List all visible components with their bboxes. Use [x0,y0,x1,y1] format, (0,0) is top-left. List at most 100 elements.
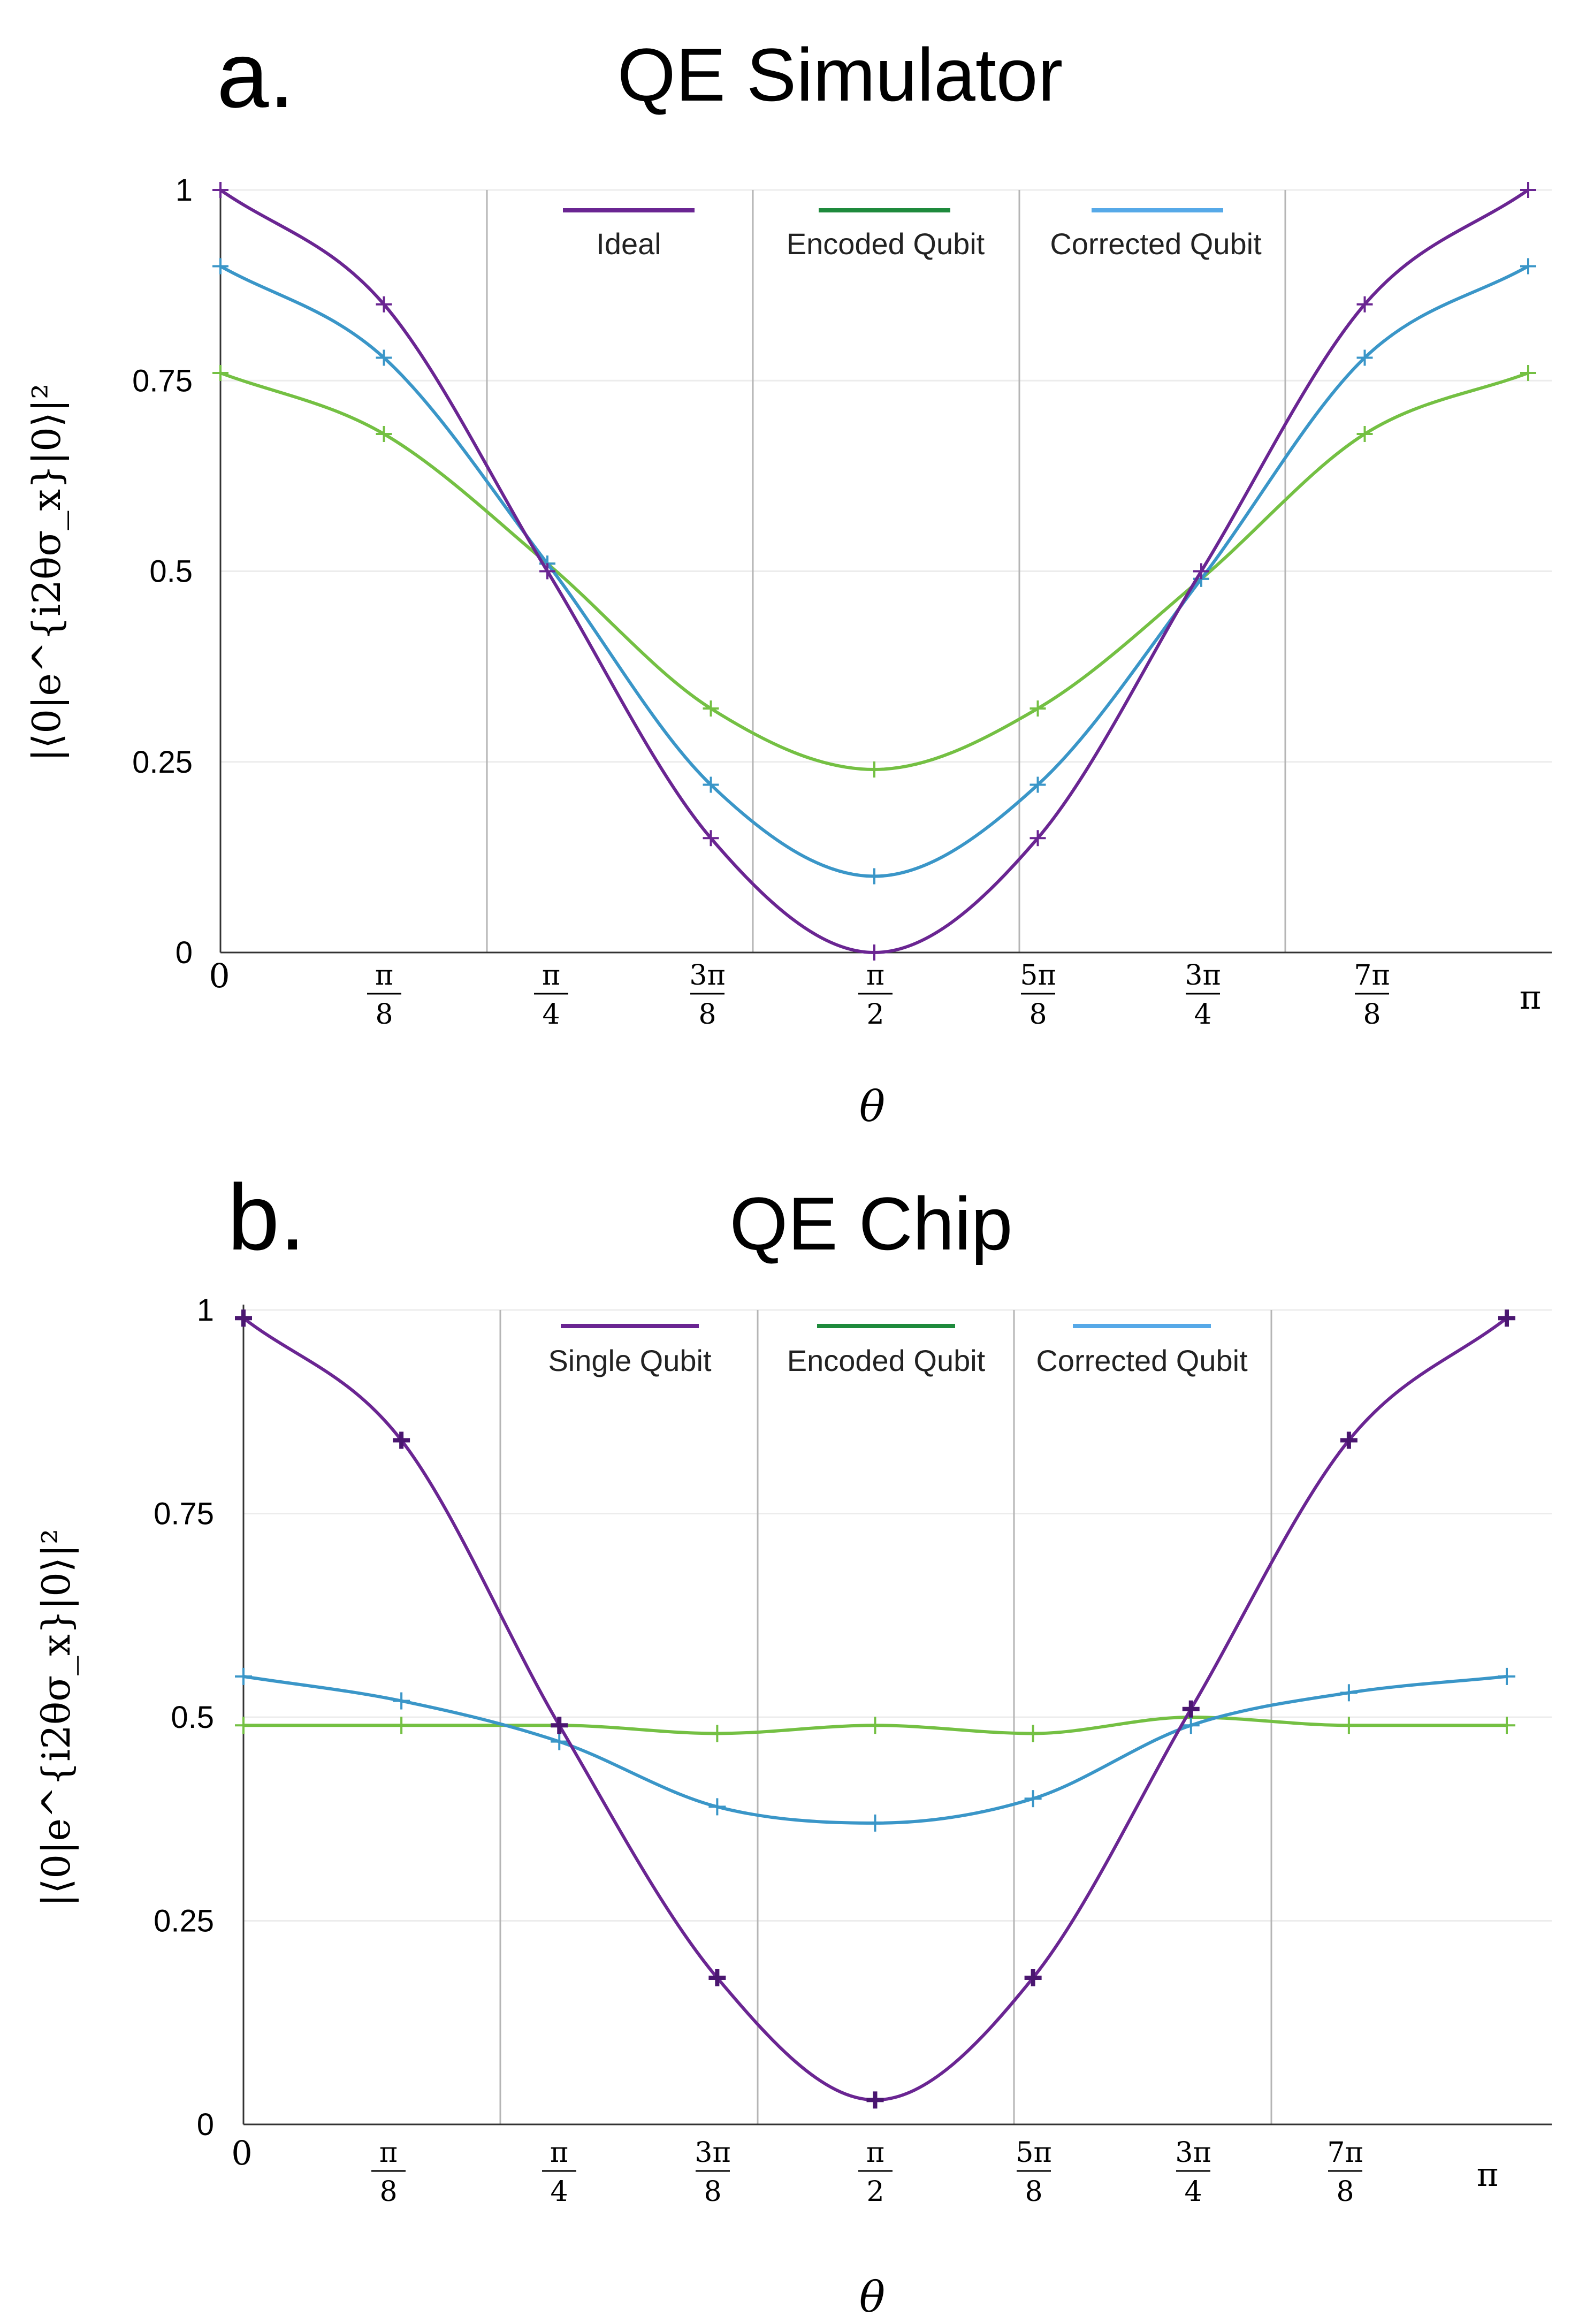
x-tick-label: 3π4 [1185,959,1221,1031]
data-point [708,1969,726,1987]
data-point [708,1725,726,1742]
data-point [866,868,883,885]
x-tick-label: π2 [858,2137,893,2208]
data-point [376,349,392,366]
x-tick-label: π8 [371,2137,406,2208]
legend-label: Corrected Qubit [1050,227,1262,261]
x-axis-label: θ [859,2272,885,2322]
data-point [551,1717,568,1734]
legend-label: Ideal [596,227,661,261]
x-tick-label: 7π8 [1354,959,1390,1031]
x-tick-numerator: π [866,2137,884,2169]
data-point [212,365,228,381]
data-point [393,1431,410,1449]
y-tick-label: 0.5 [171,1700,214,1735]
data-point [1029,700,1046,717]
data-point [1520,258,1537,275]
x-tick-numerator: 5π [1020,959,1056,992]
legend-label: Encoded Qubit [787,227,985,261]
chart-title: QE Chip [729,1182,1012,1266]
data-point [1498,1309,1516,1327]
data-point [1520,365,1537,381]
series-ideal [212,182,1537,961]
x-tick-label: 7π8 [1327,2137,1363,2208]
x-tick-label: π4 [542,2137,576,2208]
x-tick-label: π4 [534,959,568,1031]
data-point [703,776,719,793]
legend-item: Corrected Qubit [1036,1324,1248,1377]
x-tick-label: 5π8 [1020,959,1056,1031]
data-point [1182,1700,1200,1718]
x-tick-label: π [1477,2155,1499,2194]
legend-item: Encoded Qubit [787,1324,986,1377]
y-axis-label: |⟨0|e^{i2θσ_x}|0⟩|² [24,384,69,761]
data-point [539,563,556,580]
data-point [1356,426,1373,442]
data-point [1024,1969,1042,1987]
x-tick-numerator: π [542,959,560,992]
x-tick-numerator: π [379,2137,398,2169]
x-tick-numerator: π [550,2137,568,2169]
data-point [1024,1725,1042,1742]
x-tick-numerator: 3π [1175,2137,1211,2169]
legend-item: Encoded Qubit [787,208,985,261]
data-point [551,1733,568,1750]
x-tick-denominator: 4 [550,2176,568,2208]
legend-item: Single Qubit [548,1324,712,1377]
series-encoded-qubit [212,365,1537,778]
panel-letter: a. [217,23,295,127]
data-point [235,1667,252,1685]
series-corrected-qubit [235,1667,1516,1832]
data-point [866,1814,884,1832]
data-point [1356,349,1373,366]
x-tick-denominator: 8 [698,999,716,1031]
data-point [212,258,228,275]
x-tick-numerator: 3π [695,2137,730,2169]
y-tick-label: 0.5 [149,554,193,589]
legend-item: Corrected Qubit [1050,208,1262,261]
data-point [866,1717,884,1734]
y-tick-label: 0 [197,2107,214,2142]
x-tick-numerator: 3π [689,959,725,992]
y-tick-label: 0.75 [154,1497,214,1531]
x-tick-denominator: 2 [866,999,884,1031]
x-tick-numerator: 5π [1016,2137,1051,2169]
data-point [393,1692,410,1710]
data-point [1024,1790,1042,1808]
data-point [1356,296,1373,313]
x-tick-denominator: 8 [1029,999,1047,1031]
x-tick-denominator: 8 [1336,2176,1354,2208]
data-point [1182,1717,1200,1734]
x-tick-numerator: 0 [231,2133,252,2173]
data-point [1520,182,1537,198]
data-point [866,2091,884,2109]
data-point [235,1717,252,1734]
x-tick-numerator: π [375,959,393,992]
x-tick-numerator: π [866,959,884,992]
x-tick-label: 3π8 [695,2137,730,2208]
data-point [1340,1684,1358,1702]
y-tick-label: 0.25 [132,745,193,780]
y-tick-label: 0 [176,935,193,970]
legend-label: Encoded Qubit [787,1344,986,1377]
data-point [1340,1431,1358,1449]
x-tick-denominator: 8 [375,999,393,1031]
data-point [393,1717,410,1734]
y-tick-label: 1 [176,173,193,208]
data-point [1340,1717,1358,1734]
data-point [1029,776,1046,793]
series-single-qubit [235,1309,1516,2109]
x-tick-numerator: π [1520,978,1542,1017]
x-tick-label: π [1520,978,1542,1017]
legend-item: Ideal [563,208,695,261]
data-point [376,426,392,442]
x-tick-denominator: 8 [704,2176,721,2208]
y-tick-label: 0.25 [154,1904,214,1939]
data-point [866,944,883,961]
x-tick-label: π8 [367,959,401,1031]
data-point [212,182,228,198]
data-point [376,296,392,313]
x-tick-label: 3π4 [1175,2137,1211,2208]
